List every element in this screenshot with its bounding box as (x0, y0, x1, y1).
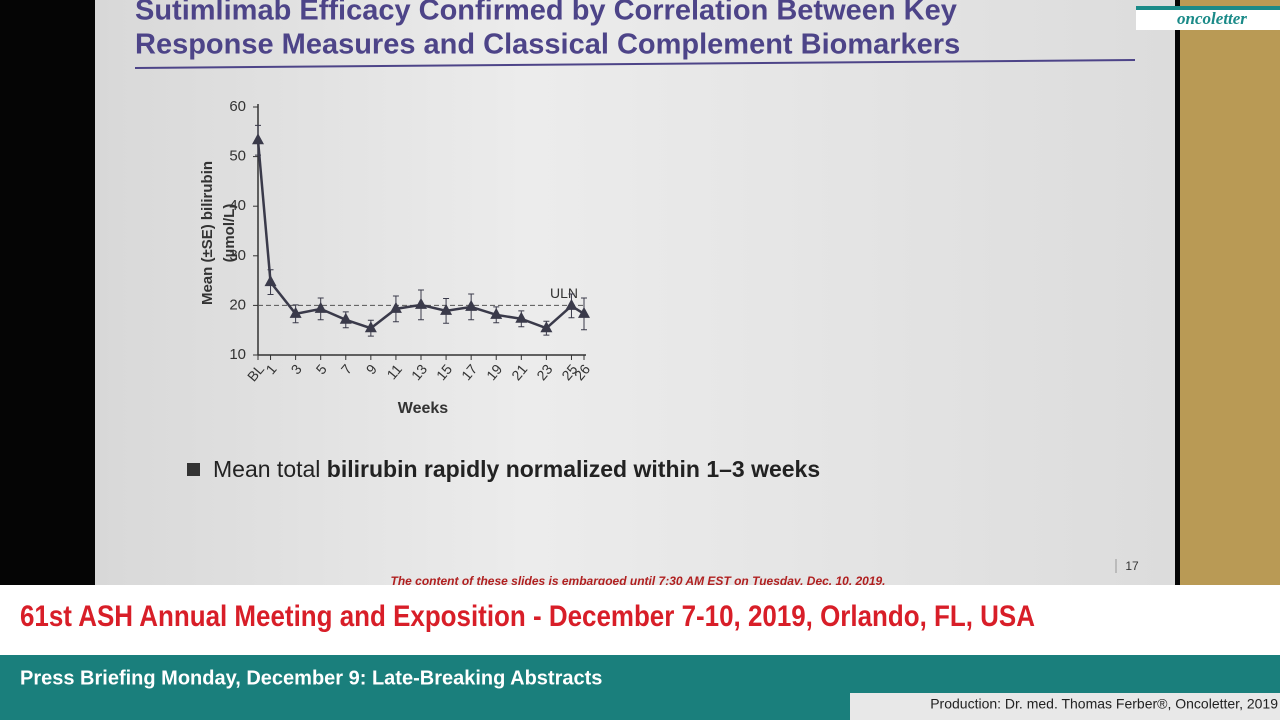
point (252, 133, 264, 145)
point (289, 306, 302, 318)
point (339, 312, 352, 324)
banner (0, 585, 1280, 655)
point (264, 275, 277, 287)
slide (95, 0, 1175, 585)
y-tick-label: 50 (229, 148, 246, 165)
logo-box (1136, 10, 1280, 30)
meeting: 61st ASH Annual Meeting and Exposition -… (20, 600, 1035, 633)
y-tick-label: 20 (229, 296, 246, 313)
point (540, 321, 553, 333)
x-axis-label: Weeks (398, 400, 449, 417)
point (389, 301, 402, 313)
bullet-text: Mean total (213, 456, 320, 482)
slide-title: Response Measures and Classical Compleme… (135, 29, 960, 61)
y-tick-label: 30 (229, 247, 246, 264)
y-tick-label: 60 (229, 98, 246, 115)
backdrop (1180, 0, 1280, 585)
bullet-square (187, 463, 200, 476)
point (578, 306, 590, 318)
point (565, 298, 578, 310)
point (440, 303, 453, 315)
y-tick-label: 40 (229, 197, 246, 214)
point (314, 301, 327, 313)
y-tick-label: 10 (229, 346, 246, 363)
point (515, 311, 528, 323)
bullet-text: bilirubin rapidly normalized within 1–3 … (327, 456, 820, 482)
point (364, 321, 377, 333)
y-axis-label: Mean (±SE) bilirubin (199, 161, 216, 305)
point (465, 299, 478, 311)
y-axis-label: (µmol/L) (221, 204, 238, 263)
page-number: 17 (1125, 559, 1139, 573)
slide-title: Sutimlimab Efficacy Confirmed by Correla… (135, 0, 957, 27)
bullet: Mean total bilirubin rapidly normalized … (213, 456, 820, 482)
logo: oncoletter (1177, 9, 1247, 28)
production-box (850, 693, 1280, 720)
embargo: The content of these slides is embargoed… (390, 574, 885, 588)
title-rule (134, 59, 1136, 69)
briefing: Press Briefing Monday, December 9: Late-… (20, 667, 602, 689)
reference-label: ULN (550, 285, 578, 301)
point (415, 297, 427, 309)
logo-bar (1136, 6, 1280, 10)
production: Production: Dr. med. Thomas Ferber®, Onc… (930, 696, 1278, 712)
point (490, 307, 503, 319)
